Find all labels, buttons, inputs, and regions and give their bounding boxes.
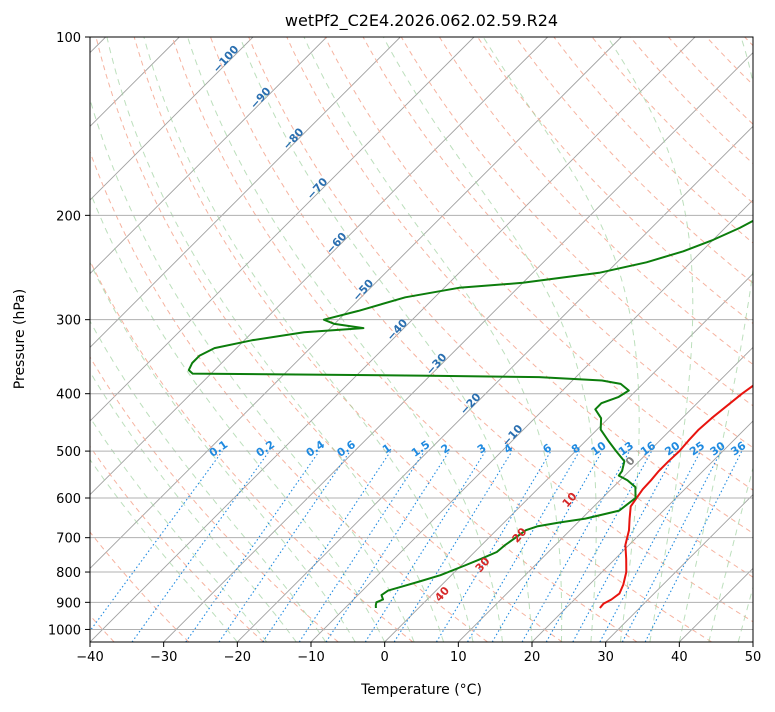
- y-tick-label: 1000: [48, 623, 81, 638]
- y-tick-label: 800: [56, 566, 81, 581]
- y-tick-label: 700: [56, 532, 81, 547]
- x-tick-label: −10: [297, 650, 324, 665]
- x-tick-label: −30: [150, 650, 177, 665]
- x-tick-label: −40: [76, 650, 103, 665]
- y-tick-label: 300: [56, 314, 81, 329]
- x-axis-label: Temperature (°C): [360, 682, 482, 698]
- x-tick-label: 40: [671, 650, 688, 665]
- y-tick-label: 900: [56, 596, 81, 611]
- y-tick-label: 200: [56, 209, 81, 224]
- x-tick-label: 10: [450, 650, 467, 665]
- y-tick-label: 400: [56, 388, 81, 403]
- chart-title: wetPf2_C2E4.2026.062.02.59.R24: [285, 11, 558, 31]
- y-tick-label: 100: [56, 31, 81, 46]
- x-tick-label: 0: [381, 650, 389, 665]
- y-tick-label: 600: [56, 492, 81, 507]
- x-tick-label: −20: [224, 650, 251, 665]
- y-tick-label: 500: [56, 445, 81, 460]
- x-tick-label: 20: [524, 650, 541, 665]
- x-tick-label: 50: [745, 650, 762, 665]
- y-axis-label: Pressure (hPa): [12, 289, 28, 389]
- x-tick-label: 30: [597, 650, 614, 665]
